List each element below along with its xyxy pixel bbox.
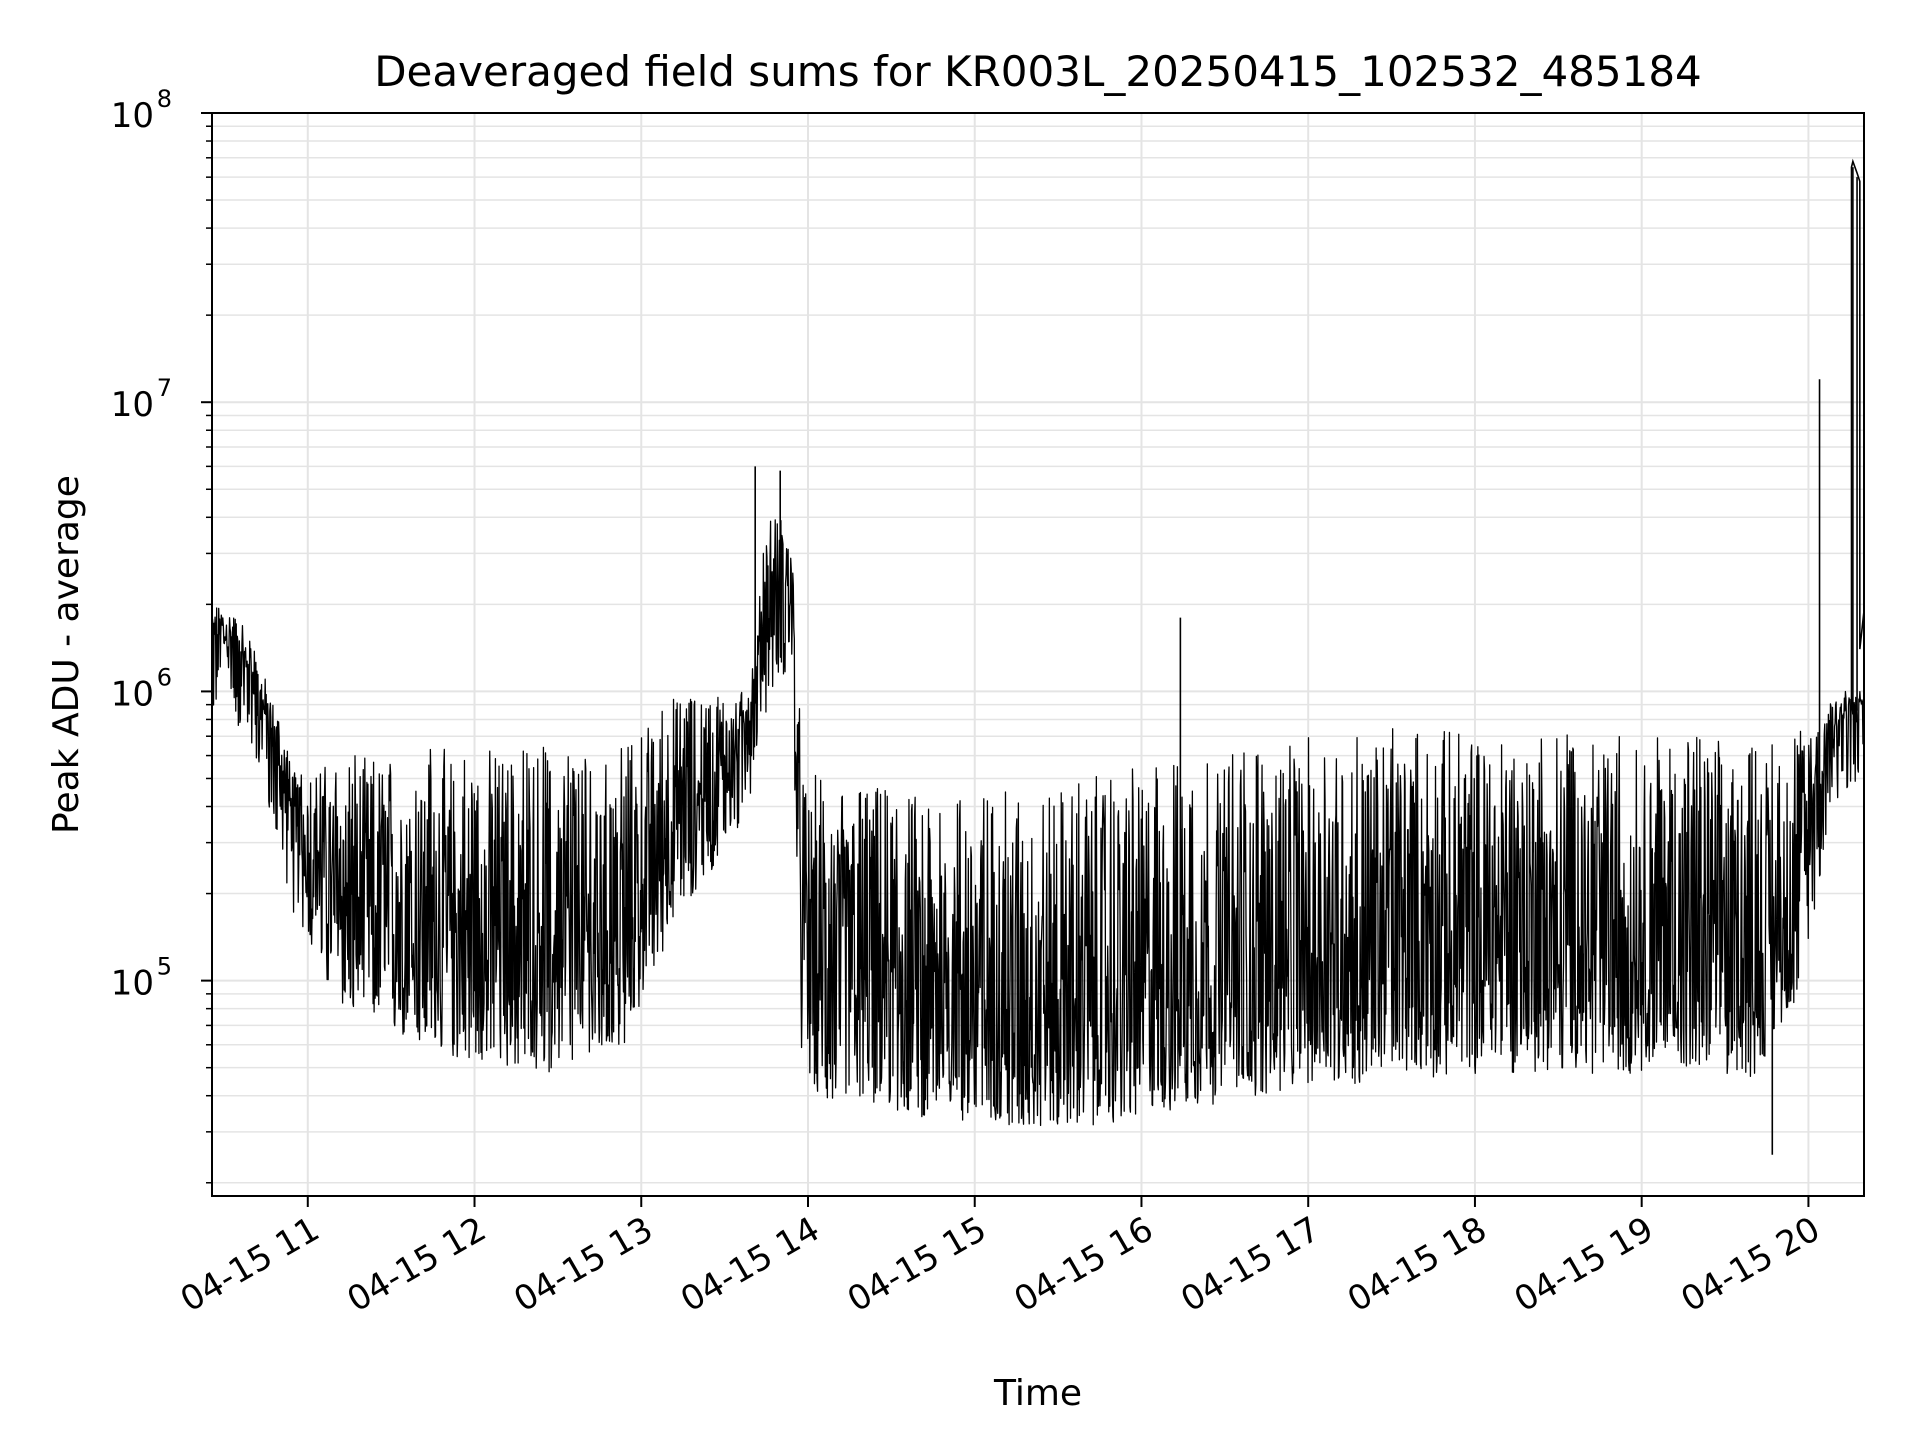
plot-area-frame (211, 112, 1865, 1197)
data-layer (212, 158, 1864, 1155)
chart-title: Deaveraged field sums for KR003L_2025041… (374, 47, 1702, 96)
y-tick-exponent: 6 (157, 663, 172, 691)
y-axis-label: Peak ADU - average (46, 475, 87, 834)
series-saturation (1850, 158, 1864, 705)
y-tick-exponent: 7 (157, 374, 172, 402)
y-tick-exponent: 8 (157, 85, 172, 113)
y-tick-label: 10 (111, 964, 154, 1004)
series-line (212, 519, 1864, 1127)
y-tick-label: 10 (111, 674, 154, 714)
y-tick-label: 10 (111, 96, 154, 136)
y-tick-label: 10 (111, 385, 154, 425)
x-axis-label: Time (993, 1373, 1082, 1414)
y-tick-exponent: 5 (157, 953, 172, 981)
